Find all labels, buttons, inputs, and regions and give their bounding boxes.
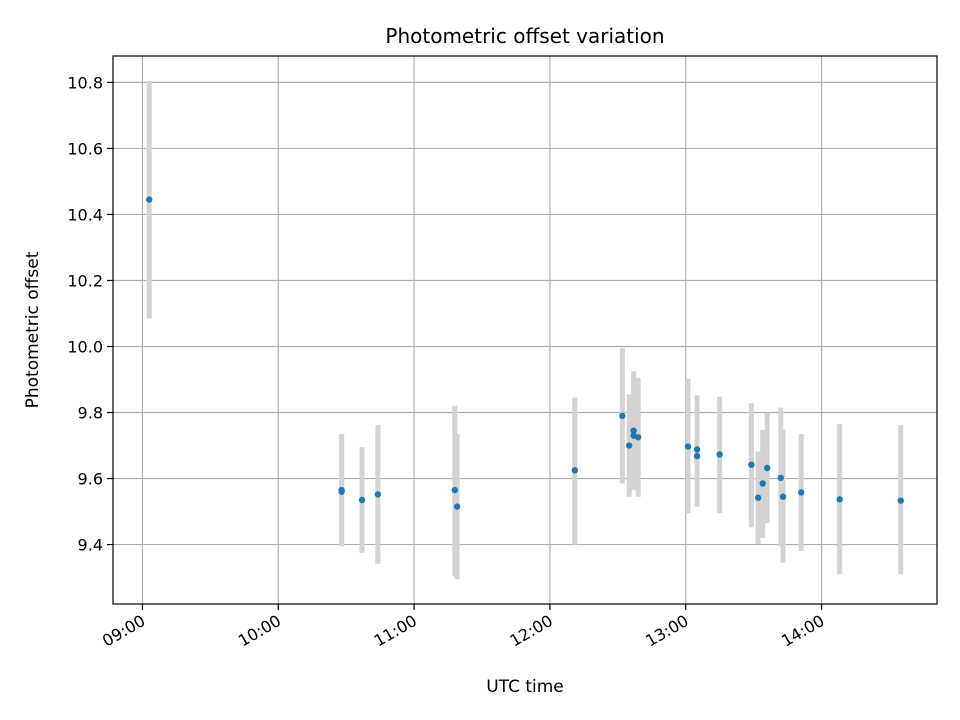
data-point bbox=[777, 474, 785, 482]
data-point bbox=[754, 494, 762, 501]
data-point bbox=[630, 427, 637, 434]
data-point bbox=[338, 488, 345, 495]
data-point bbox=[374, 491, 382, 498]
data-point bbox=[748, 461, 755, 468]
y-tick-label: 10.8 bbox=[67, 73, 103, 92]
data-point bbox=[625, 442, 633, 449]
data-point bbox=[759, 480, 766, 487]
data-point bbox=[571, 467, 579, 474]
data-point bbox=[453, 503, 461, 510]
data-point bbox=[764, 464, 771, 472]
y-tick-label: 9.4 bbox=[78, 536, 103, 555]
y-tick-label: 9.8 bbox=[78, 404, 103, 423]
data-point bbox=[634, 434, 642, 441]
y-axis-title: Photometric offset bbox=[23, 251, 43, 408]
y-tick-label: 10.0 bbox=[67, 338, 103, 357]
data-point bbox=[684, 443, 692, 450]
data-point bbox=[797, 489, 805, 496]
data-point bbox=[693, 452, 701, 460]
data-point bbox=[358, 496, 366, 504]
data-point bbox=[693, 446, 701, 453]
y-tick-label: 10.4 bbox=[67, 205, 103, 224]
data-point bbox=[619, 412, 626, 420]
y-tick-label: 10.2 bbox=[67, 271, 103, 290]
data-point bbox=[146, 196, 153, 203]
data-point bbox=[836, 496, 843, 503]
grid bbox=[113, 56, 937, 604]
y-tick-label: 10.6 bbox=[67, 139, 103, 158]
data-point bbox=[716, 451, 723, 458]
plot-area-frame bbox=[112, 55, 938, 605]
x-axis-title: UTC time bbox=[486, 677, 564, 697]
data-point bbox=[779, 493, 787, 500]
y-tick-label: 9.6 bbox=[78, 470, 103, 489]
data-point bbox=[451, 486, 459, 494]
chart-title: Photometric offset variation bbox=[385, 24, 664, 48]
y-axis-ticks: 9.4 9.6 9.8 10.0 10.2 10.4 10.6 10.8 bbox=[67, 73, 113, 555]
data-point bbox=[897, 497, 904, 504]
data-points bbox=[146, 196, 904, 510]
